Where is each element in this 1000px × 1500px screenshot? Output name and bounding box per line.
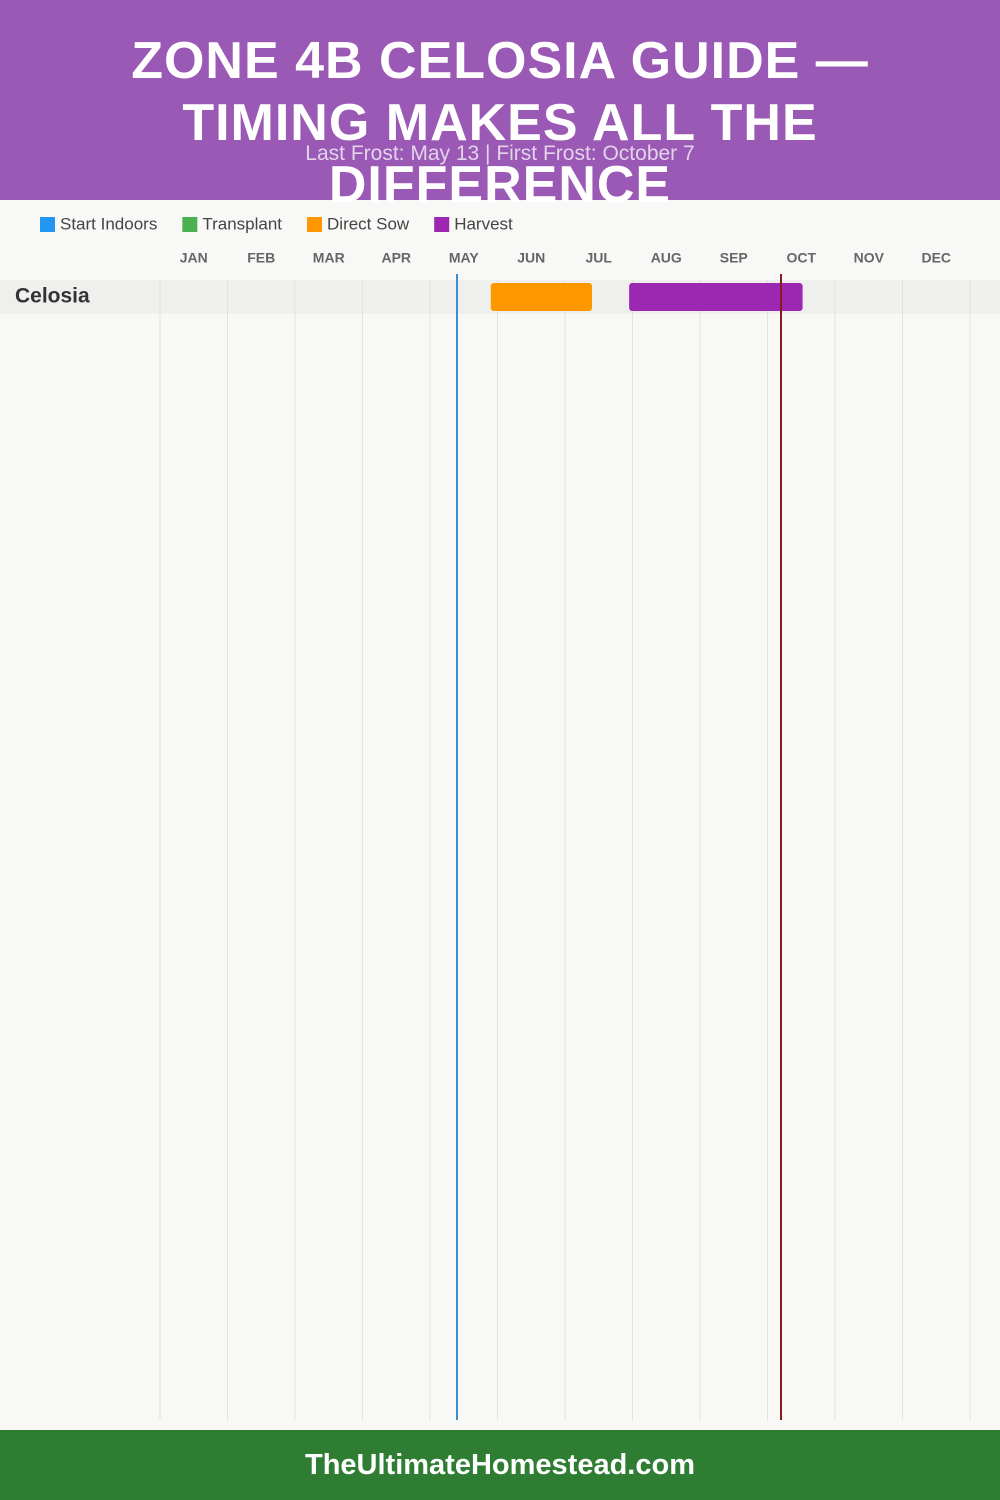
legend-swatch [182,217,198,232]
legend-swatch [40,217,55,232]
x-tick-label: FEB [247,250,275,266]
chart-title: ZONE 4B CELOSIA GUIDE — TIMING MAKES ALL… [131,32,869,214]
row-label: Celosia [15,285,90,308]
x-tick-label: MAR [313,250,345,266]
bar [629,283,803,311]
x-tick-label: OCT [786,250,816,266]
bar [490,283,592,311]
x-tick-label: JUN [517,250,545,266]
x-tick-label: NOV [854,250,885,266]
x-tick-label: SEP [720,250,748,266]
legend-label: Transplant [202,214,282,233]
x-tick-label: APR [381,250,411,266]
legend-swatch [434,217,450,232]
x-tick-label: AUG [651,250,682,266]
x-tick-label: JAN [180,250,208,266]
legend-swatch [307,217,323,232]
header: ZONE 4B CELOSIA GUIDE — TIMING MAKES ALL… [0,0,1000,214]
x-tick-label: JUL [586,250,613,266]
x-tick-label: DEC [921,250,951,266]
chart: Celosia JAN FEB MAR APR MAY JUN JUL AUG SEP OCT NOV… [0,214,1000,1420]
x-tick-label: MAY [449,250,479,266]
legend-label: Direct Sow [327,214,410,233]
legend-label: Start Indoors [60,214,157,233]
chart-subtitle: Last Frost: May 13 | First Frost: Octobe… [305,142,695,165]
legend-label: Harvest [454,214,513,233]
footer: TheUltimateHomestead.com [0,1430,1000,1500]
